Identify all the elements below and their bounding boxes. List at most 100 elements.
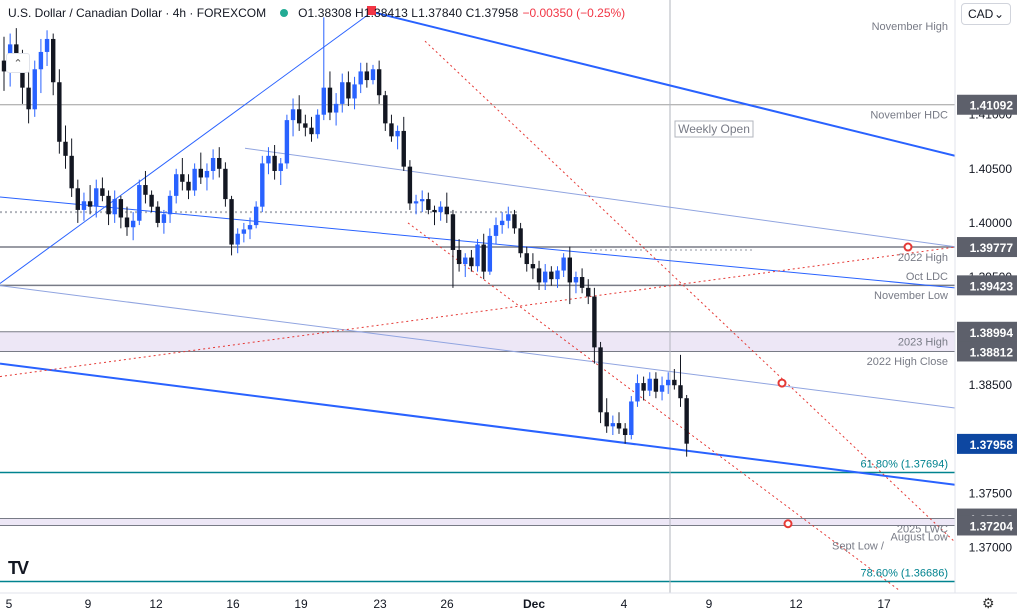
- candle-body: [672, 379, 677, 386]
- candle-body: [309, 127, 314, 135]
- candle-body: [290, 109, 296, 121]
- candle-body: [100, 188, 105, 196]
- candle-body: [297, 109, 302, 124]
- candle-body: [303, 123, 308, 128]
- level-label: Oct LDC: [906, 271, 948, 283]
- candle-body: [137, 185, 142, 221]
- candle-body: [598, 347, 603, 413]
- candle-body: [432, 209, 437, 213]
- candle-body: [616, 423, 622, 429]
- price-label-box: [957, 275, 1017, 296]
- candle-body: [81, 201, 87, 210]
- candle-body: [401, 130, 406, 167]
- candle-body: [130, 220, 136, 228]
- candle-body: [512, 214, 517, 229]
- candle-body: [555, 270, 560, 280]
- candle-body: [622, 428, 628, 436]
- candle-body: [493, 225, 499, 236]
- candle-body: [69, 155, 74, 189]
- collapse-legend-button[interactable]: ⌃: [6, 53, 30, 73]
- candle-body: [549, 271, 554, 280]
- candle-body: [210, 157, 216, 171]
- candle-body: [561, 257, 566, 271]
- candle-body: [94, 188, 99, 207]
- candle-body: [155, 206, 160, 223]
- candle-body: [444, 206, 449, 215]
- weekly-open-label: Weekly Open: [678, 122, 750, 136]
- candle-body: [106, 195, 111, 215]
- candle-body: [506, 214, 511, 221]
- support-zone: [0, 518, 955, 526]
- candle-body: [340, 82, 345, 104]
- candle-body: [229, 199, 234, 245]
- candle-body: [389, 123, 394, 137]
- candle-body: [463, 257, 468, 265]
- x-tick-label: 12: [149, 597, 163, 611]
- candle-body: [87, 201, 93, 207]
- currency-selector[interactable]: CAD ⌄: [961, 3, 1011, 25]
- anchor-point-lower: [783, 519, 793, 529]
- level-label: November HDC: [870, 109, 948, 121]
- chevron-down-icon: ⌄: [993, 7, 1004, 21]
- weekly-open-box: [674, 120, 754, 138]
- price-label-box: [957, 433, 1017, 454]
- y-tick-label: 1.37500: [969, 486, 1013, 500]
- candle-body: [241, 229, 247, 234]
- candle-body: [376, 69, 382, 96]
- y-tick-label: 1.38500: [969, 378, 1013, 392]
- candle-body: [118, 199, 124, 218]
- candle-body: [346, 82, 351, 99]
- trendline-rising: [0, 11, 373, 284]
- candle-body: [223, 168, 228, 200]
- candle-body: [684, 398, 689, 444]
- x-tick-label: 9: [706, 597, 713, 611]
- candle-body: [641, 383, 646, 391]
- fib-label: 61.80% (1.37694): [861, 458, 948, 470]
- candle-body: [260, 163, 265, 207]
- level-label: August Low: [891, 532, 949, 544]
- candle-body: [635, 383, 640, 402]
- price-label-text: 1.41092: [970, 99, 1014, 113]
- red-dotted-trendline: [0, 246, 955, 378]
- gear-icon[interactable]: ⚙: [982, 595, 995, 611]
- candle-body: [112, 199, 117, 215]
- candle-body: [438, 206, 443, 213]
- candle-body: [524, 253, 529, 265]
- candle-body: [678, 385, 683, 399]
- price-label-text: 1.39423: [970, 279, 1014, 293]
- price-label-box: [957, 341, 1017, 362]
- candle-body: [487, 235, 493, 272]
- candle-body: [370, 69, 376, 81]
- level-label: 2022 High Close: [867, 356, 948, 368]
- candle-body: [395, 130, 400, 137]
- level-label: November Low: [874, 290, 948, 302]
- x-tick-label: 5: [6, 597, 13, 611]
- candle-body: [51, 38, 56, 83]
- level-label: 2025 LWC: [897, 523, 948, 535]
- candle-body: [586, 287, 591, 297]
- channel-lower-line: [0, 362, 955, 486]
- anchor-point-upper: [777, 378, 787, 388]
- price-label-box: [957, 515, 1017, 536]
- channel-upper-line: [371, 10, 955, 157]
- candle-body: [579, 277, 585, 288]
- change-readout: −0.00350 (−0.25%): [522, 6, 626, 20]
- price-label-text: 1.37958: [970, 438, 1014, 452]
- candle-body: [426, 199, 431, 210]
- candle-body: [253, 206, 259, 226]
- candle-body: [272, 155, 277, 171]
- candle-body: [204, 170, 210, 178]
- candle-body: [63, 141, 68, 156]
- tradingview-logo: TV: [8, 558, 29, 578]
- candle-body: [44, 38, 50, 52]
- candle-body: [573, 277, 579, 283]
- candle-body: [235, 233, 240, 245]
- candle-body: [321, 87, 326, 115]
- symbol-title[interactable]: U.S. Dollar / Canadian Dollar · 4h · FOR…: [8, 6, 267, 20]
- candle-body: [198, 168, 203, 178]
- candle-body: [604, 412, 609, 427]
- candle-body: [180, 174, 185, 182]
- candle-body: [499, 220, 505, 226]
